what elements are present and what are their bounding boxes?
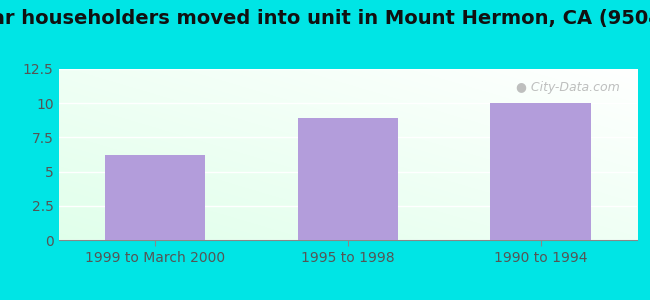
Text: ● City-Data.com: ● City-Data.com — [516, 81, 619, 94]
Bar — [491, 103, 591, 240]
Text: Year householders moved into unit in Mount Hermon, CA (95041): Year householders moved into unit in Mou… — [0, 9, 650, 28]
Bar — [105, 155, 205, 240]
Bar — [298, 118, 398, 240]
